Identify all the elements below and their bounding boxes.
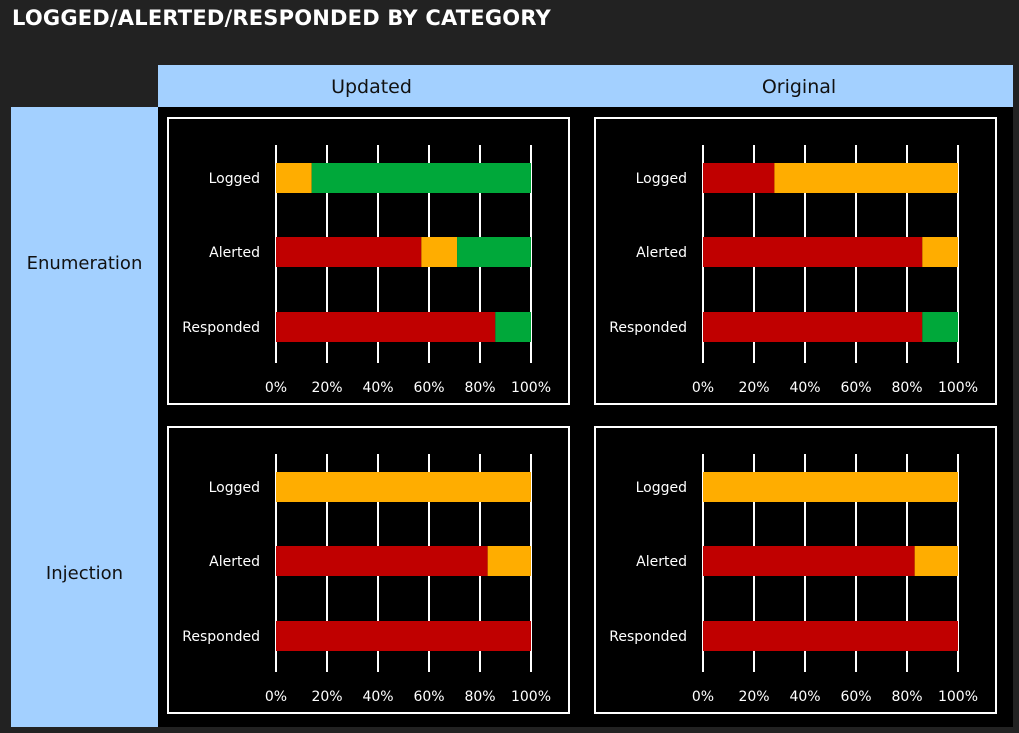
tick-label: 0% (265, 380, 287, 396)
bar-segment (311, 163, 531, 193)
tick-label: 80% (464, 380, 495, 396)
row-header-band: Enumeration Injection (11, 107, 158, 727)
chart-enumeration-original: 0% 20% 40% 60% 80% 100% Logged Alerted Responded (609, 145, 978, 396)
panel-enumeration-updated: 0% 20% 40% 60% 80% 100% Logged Alerted Responded (167, 117, 570, 405)
tick-label: 0% (265, 689, 287, 705)
bar-segment (703, 546, 915, 576)
row-header-injection: Injection (45, 563, 124, 584)
bar-segment (922, 312, 958, 342)
bar-segment (487, 546, 531, 576)
tick-label: 80% (891, 380, 922, 396)
category-label: Alerted (209, 245, 260, 261)
column-header-updated: Updated (331, 76, 412, 98)
bar-segment (276, 472, 531, 502)
bar-segment (774, 163, 958, 193)
tick-label: 100% (938, 380, 978, 396)
row-header-enumeration: Enumeration (26, 253, 143, 274)
tick-label: 100% (938, 689, 978, 705)
tick-label: 60% (413, 380, 444, 396)
category-label: Logged (209, 171, 260, 187)
category-label: Responded (182, 629, 260, 645)
category-label: Alerted (209, 554, 260, 570)
tick-label: 20% (738, 689, 769, 705)
bar-segment (276, 546, 488, 576)
column-header-band: Updated Original (158, 65, 1013, 107)
tick-label: 60% (840, 689, 871, 705)
bar-segment (922, 237, 958, 267)
bar-segment (276, 163, 312, 193)
tick-label: 60% (840, 380, 871, 396)
tick-label: 40% (362, 380, 393, 396)
chart-injection-updated: 0% 20% 40% 60% 80% 100% Logged Alerted Responded (182, 454, 551, 705)
bar-segment (457, 237, 531, 267)
chart-title: LOGGED/ALERTED/RESPONDED BY CATEGORY (12, 6, 551, 30)
category-label: Alerted (636, 554, 687, 570)
category-label: Logged (636, 480, 687, 496)
panel-injection-original: 0% 20% 40% 60% 80% 100% Logged Alerted Responded (594, 426, 997, 714)
bar-segment (276, 312, 496, 342)
tick-label: 0% (692, 380, 714, 396)
category-label: Logged (209, 480, 260, 496)
tick-label: 0% (692, 689, 714, 705)
panel-grid: 0% 20% 40% 60% 80% 100% Logged Alerted Responded… (158, 107, 1013, 727)
tick-label: 80% (464, 689, 495, 705)
tick-label: 60% (413, 689, 444, 705)
bar-segment (703, 621, 958, 651)
category-label: Responded (609, 320, 687, 336)
bar-segment (276, 237, 422, 267)
category-label: Responded (609, 629, 687, 645)
category-label: Alerted (636, 245, 687, 261)
bar-segment (703, 472, 958, 502)
tick-label: 20% (311, 689, 342, 705)
category-label: Responded (182, 320, 260, 336)
tick-label: 20% (738, 380, 769, 396)
tick-label: 40% (362, 689, 393, 705)
tick-label: 100% (511, 689, 551, 705)
bar-segment (495, 312, 531, 342)
column-header-original: Original (761, 76, 837, 98)
tick-label: 100% (511, 380, 551, 396)
panel-injection-updated: 0% 20% 40% 60% 80% 100% Logged Alerted Responded (167, 426, 570, 714)
bar-segment (703, 237, 923, 267)
tick-label: 80% (891, 689, 922, 705)
tick-label: 20% (311, 380, 342, 396)
bar-segment (421, 237, 458, 267)
panel-enumeration-original: 0% 20% 40% 60% 80% 100% Logged Alerted Responded (594, 117, 997, 405)
bar-segment (703, 163, 775, 193)
bar-segment (703, 312, 923, 342)
tick-label: 40% (789, 689, 820, 705)
bar-segment (276, 621, 531, 651)
category-label: Logged (636, 171, 687, 187)
tick-label: 40% (789, 380, 820, 396)
bar-segment (914, 546, 958, 576)
chart-enumeration-updated: 0% 20% 40% 60% 80% 100% Logged Alerted Responded (182, 145, 551, 396)
chart-injection-original: 0% 20% 40% 60% 80% 100% Logged Alerted Responded (609, 454, 978, 705)
